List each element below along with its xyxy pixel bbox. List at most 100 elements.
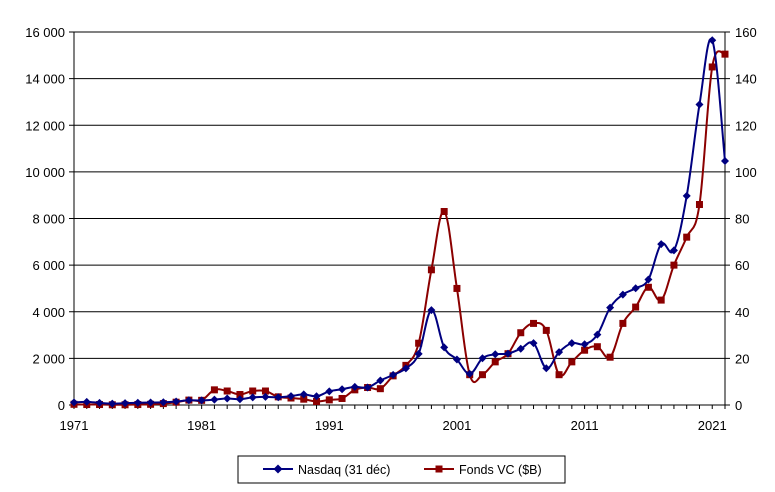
legend: Nasdaq (31 déc) Fonds VC ($B): [237, 455, 566, 484]
axes: 0 2 000 4 000 6 000 8 000 10 000 12 000 14 000 1…: [25, 25, 756, 433]
data-point-nasdaq: [491, 350, 500, 359]
data-point-nasdaq: [452, 355, 461, 364]
data-point-nasdaq: [606, 303, 615, 312]
y-right-tick-label: 160: [735, 25, 757, 40]
data-point-vc-funds: [453, 284, 461, 292]
y-left-tick-label: 10 000: [25, 165, 65, 180]
data-point-nasdaq: [299, 390, 308, 399]
data-point-vc-funds: [415, 339, 423, 347]
data-point-vc-funds: [376, 385, 384, 393]
y-right-tick-label: 120: [735, 118, 757, 133]
y-left-tick-label: 16 000: [25, 25, 65, 40]
data-point-vc-funds: [657, 296, 665, 304]
data-point-vc-funds: [249, 387, 257, 395]
data-point-vc-funds: [313, 398, 321, 406]
data-point-nasdaq: [555, 348, 564, 357]
data-point-nasdaq: [172, 397, 181, 406]
data-point-nasdaq: [197, 396, 206, 405]
data-point-vc-funds: [542, 326, 550, 334]
x-tick-label: 1991: [315, 418, 344, 433]
y-left-tick-label: 0: [58, 398, 65, 413]
data-point-nasdaq: [580, 340, 589, 349]
data-point-nasdaq: [70, 398, 78, 407]
data-point-nasdaq: [695, 100, 704, 109]
data-point-nasdaq: [235, 395, 244, 404]
data-point-vc-funds: [530, 319, 538, 327]
data-point-nasdaq: [223, 394, 232, 403]
data-point-nasdaq: [108, 399, 117, 408]
data-point-vc-funds: [670, 261, 678, 269]
series-layer: [70, 36, 729, 409]
data-point-nasdaq: [338, 385, 347, 394]
y-left-tick-label: 4 000: [32, 305, 65, 320]
data-point-nasdaq: [184, 396, 193, 405]
data-point-vc-funds: [300, 395, 308, 403]
data-point-nasdaq: [440, 343, 449, 352]
data-point-vc-funds: [581, 346, 589, 354]
data-point-nasdaq: [82, 397, 91, 406]
data-point-vc-funds: [325, 396, 333, 404]
data-point-nasdaq: [350, 382, 359, 391]
data-point-nasdaq: [618, 290, 627, 299]
data-point-nasdaq: [287, 392, 295, 401]
data-point-nasdaq: [593, 330, 602, 339]
x-tick-label: 2021: [698, 418, 727, 433]
gridlines: [74, 78, 725, 359]
data-point-nasdaq: [376, 376, 385, 385]
data-point-vc-funds: [261, 387, 269, 395]
data-point-vc-funds: [223, 387, 231, 395]
data-point-nasdaq: [146, 398, 155, 407]
data-point-nasdaq: [159, 398, 168, 407]
data-point-nasdaq: [465, 369, 474, 378]
legend-label-vc: Fonds VC ($B): [459, 463, 542, 477]
series-line-vc-funds: [73, 50, 726, 406]
data-point-vc-funds: [478, 371, 486, 379]
data-point-nasdaq: [274, 393, 283, 402]
data-point-vc-funds: [210, 386, 218, 394]
y-right-tick-label: 140: [735, 72, 757, 87]
x-tick-label: 1971: [60, 418, 89, 433]
legend-label-nasdaq: Nasdaq (31 déc): [298, 463, 390, 477]
data-point-nasdaq: [542, 364, 551, 373]
data-point-vc-funds: [606, 353, 614, 361]
data-point-nasdaq: [516, 344, 525, 353]
data-point-vc-funds: [644, 283, 652, 291]
y-right-tick-label: 40: [735, 305, 749, 320]
data-point-nasdaq: [708, 36, 717, 45]
data-point-nasdaq: [427, 306, 436, 315]
y-right-tick-label: 60: [735, 258, 749, 273]
y-left-tick-label: 12 000: [25, 118, 65, 133]
data-point-vc-funds: [619, 319, 627, 327]
x-tick-label: 2001: [442, 418, 471, 433]
y-left-tick-label: 14 000: [25, 72, 65, 87]
data-point-nasdaq: [657, 240, 666, 249]
data-point-nasdaq: [567, 339, 576, 348]
data-point-vc-funds: [683, 233, 691, 241]
x-tick-label: 2011: [571, 418, 599, 433]
data-point-vc-funds: [491, 358, 499, 366]
x-tick-label: 1981: [187, 418, 216, 433]
data-point-nasdaq: [210, 395, 219, 404]
data-point-vc-funds: [338, 394, 346, 402]
data-point-nasdaq: [669, 246, 678, 255]
data-point-vc-funds: [440, 208, 448, 216]
data-point-nasdaq: [414, 349, 423, 358]
data-point-vc-funds: [568, 358, 576, 366]
data-point-nasdaq: [121, 399, 130, 408]
y-right-tick-label: 20: [735, 351, 749, 366]
data-point-nasdaq: [363, 383, 372, 392]
data-point-vc-funds: [517, 329, 525, 337]
data-point-nasdaq: [631, 284, 640, 293]
legend-swatch-nasdaq-marker: [273, 464, 283, 474]
data-point-nasdaq: [644, 275, 653, 284]
data-point-vc-funds: [236, 391, 244, 399]
y-right-tick-label: 100: [735, 165, 757, 180]
series-line-nasdaq: [73, 37, 726, 405]
data-point-vc-funds: [427, 266, 435, 274]
data-point-vc-funds: [555, 371, 563, 379]
data-point-vc-funds: [695, 201, 703, 209]
data-point-vc-funds: [721, 50, 729, 58]
legend-swatch-vc-marker: [435, 465, 443, 473]
data-point-nasdaq: [504, 349, 512, 358]
